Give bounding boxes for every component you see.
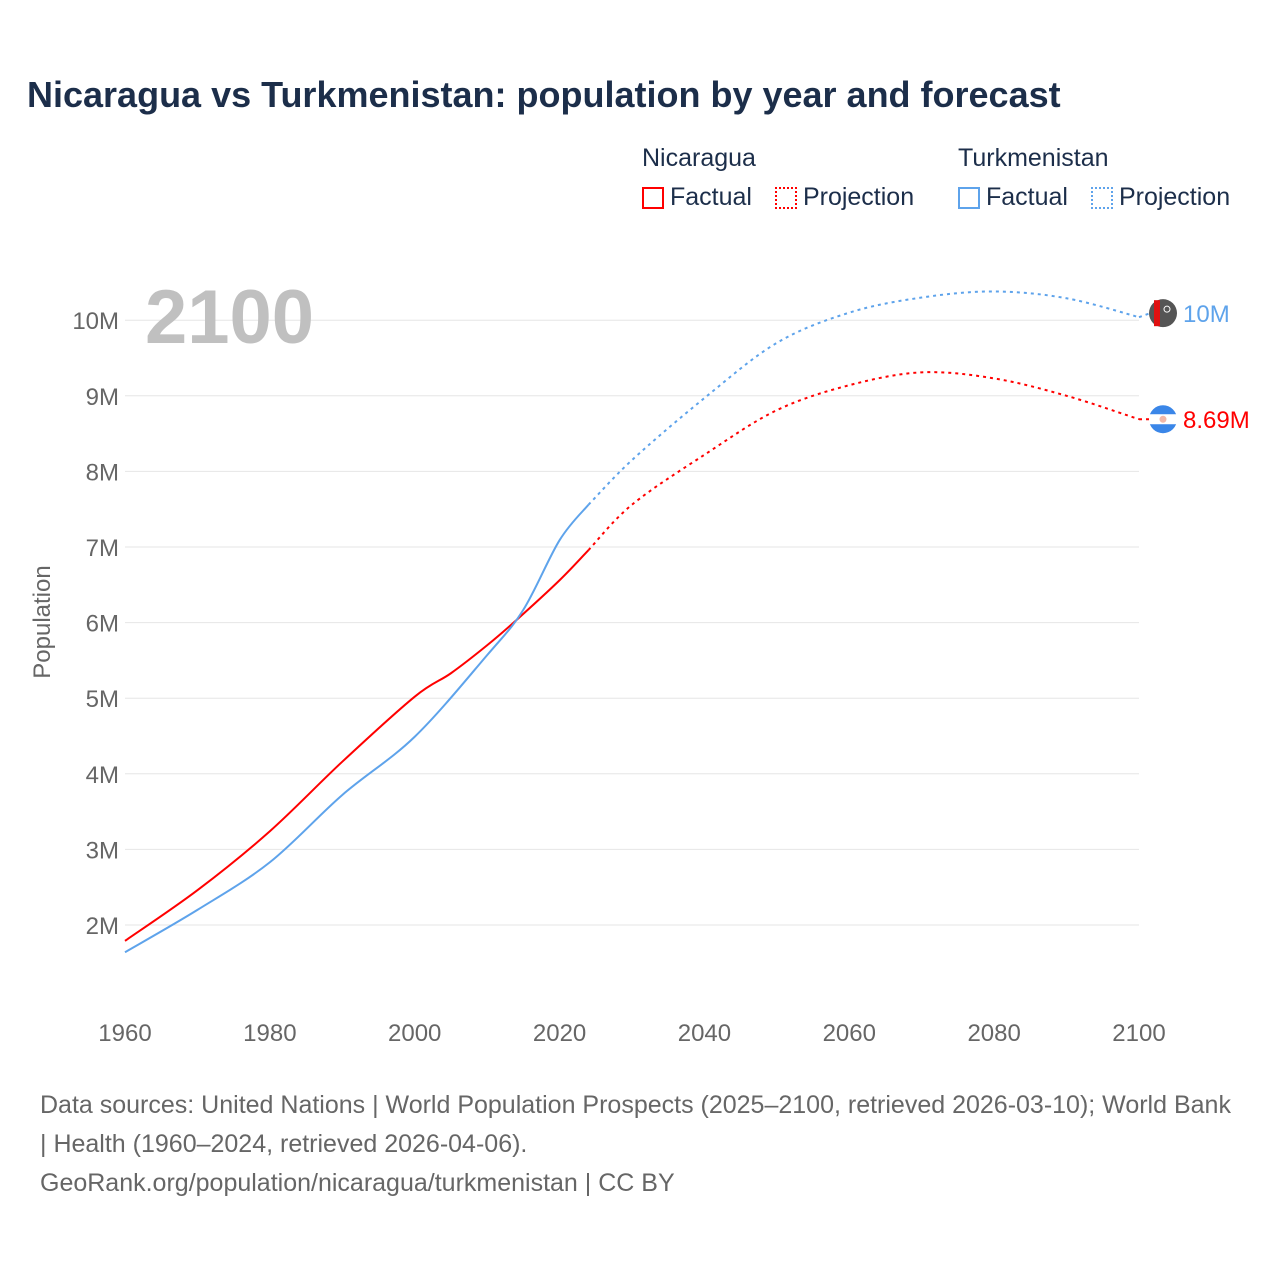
x-tick-label: 2060 — [823, 1020, 876, 1047]
legend-turkmenistan-factual[interactable]: Factual — [958, 183, 1068, 212]
legend-nicaragua-factual[interactable]: Factual — [642, 183, 752, 212]
x-tick-label: 2100 — [1112, 1020, 1165, 1047]
legend-label: Projection — [1118, 183, 1231, 211]
y-tick-label: 9M — [86, 384, 119, 411]
legend-swatch — [774, 186, 797, 209]
legend-turkmenistan: Turkmenistan Factual Projection — [958, 144, 1246, 216]
chart-title: Nicaragua vs Turkmenistan: population by… — [27, 74, 1061, 115]
legend-turkmenistan-projection[interactable]: Projection — [1090, 183, 1231, 212]
y-tick-label: 2M — [86, 913, 119, 940]
nicaragua-end-value: 8.69M — [1183, 407, 1250, 434]
legend-group-name: Turkmenistan — [958, 144, 1109, 172]
x-tick-label: 2040 — [678, 1020, 731, 1047]
nicaragua-factual-line — [124, 549, 590, 942]
y-axis-label: Population — [29, 565, 56, 678]
x-tick-label: 1960 — [98, 1020, 151, 1047]
legend-swatch — [1090, 186, 1113, 209]
y-tick-label: 6M — [86, 611, 119, 638]
y-tick-label: 3M — [86, 837, 119, 864]
end-connector — [1138, 312, 1151, 319]
legend-swatch — [642, 186, 664, 209]
legend-label: Projection — [802, 183, 915, 211]
y-tick-label: 5M — [86, 686, 119, 713]
plot-area: 2M 3M 4M 5M 6M 7M 8M 9M 10M 1960 1980 2000 2020 2040 2… — [29, 275, 1250, 1047]
y-tick-label: 7M — [86, 535, 119, 562]
nicaragua-projection-line — [587, 371, 1140, 551]
turkmenistan-projection-line — [587, 290, 1140, 506]
y-tick-label: 10M — [72, 308, 119, 335]
x-tick-label: 2020 — [533, 1020, 586, 1047]
legend-group-name: Nicaragua — [642, 144, 756, 172]
turkmenistan-factual-line — [124, 504, 590, 954]
x-tick-label: 2080 — [967, 1020, 1020, 1047]
turkmenistan-end-value: 10M — [1183, 301, 1230, 328]
data-sources: Data sources: United Nations | World Pop… — [40, 1091, 1231, 1158]
source-link[interactable]: GeoRank.org/population/nicaragua/turkmen… — [40, 1169, 675, 1197]
legend-swatch — [958, 186, 980, 209]
y-tick-label: 8M — [86, 459, 119, 486]
legend-nicaragua-projection[interactable]: Projection — [774, 183, 915, 212]
y-tick-label: 4M — [86, 762, 119, 789]
nicaragua-flag-icon — [1149, 405, 1177, 434]
legend-label: Factual — [670, 183, 752, 211]
footer: Data sources: United Nations | World Pop… — [40, 1086, 1240, 1203]
legend-label: Factual — [986, 183, 1068, 211]
legend-nicaragua: Nicaragua Factual Projection — [642, 144, 930, 216]
x-tick-label: 2000 — [388, 1020, 441, 1047]
turkmenistan-flag-icon — [1149, 299, 1177, 328]
year-watermark: 2100 — [145, 275, 314, 360]
x-tick-label: 1980 — [243, 1020, 296, 1047]
